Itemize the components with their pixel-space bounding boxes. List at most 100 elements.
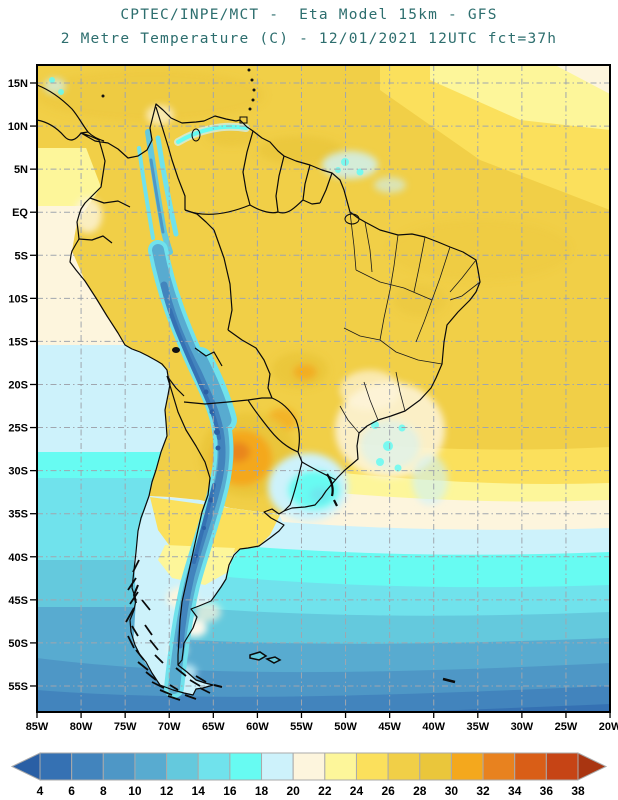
border-chi-arg <box>166 375 211 665</box>
patagonia-fjords <box>125 559 211 701</box>
temperature-field <box>37 65 610 712</box>
lon-label-35W: 35W <box>466 721 489 733</box>
border-peru-bol <box>194 347 223 367</box>
staten-island <box>213 684 223 688</box>
field-ne-atlantic-20-22 <box>555 65 610 94</box>
colorbar-value-6: 6 <box>68 784 75 798</box>
lat-label-55S: 55S <box>8 681 28 693</box>
border-col-ecu <box>89 197 131 208</box>
lat-label-20S: 20S <box>8 379 28 391</box>
lat-label-15S: 15S <box>8 336 28 348</box>
lon-label-25W: 25W <box>555 721 578 733</box>
border-sur-guf <box>302 164 311 201</box>
south-georgia <box>442 677 456 684</box>
colorbar-segment-30-32 <box>450 752 484 781</box>
border-guf-bra <box>302 172 333 205</box>
colorbar-value-24: 24 <box>350 784 364 798</box>
lat-label-25S: 25S <box>8 423 28 435</box>
colorbar-segment-14-16 <box>197 752 231 781</box>
colorbar-value-38: 38 <box>571 784 585 798</box>
falkland-islands <box>249 651 268 661</box>
colorbar-segment-6-8 <box>71 752 104 781</box>
colorbar-segment-12-14 <box>166 752 199 781</box>
graticule <box>37 65 610 712</box>
patos-lagoon <box>326 473 338 507</box>
lat-label-5S: 5S <box>15 250 28 262</box>
ocean-band-6-8 <box>37 686 610 712</box>
border-ven-guy <box>242 130 254 206</box>
colorbar-segment-18-20 <box>261 752 294 781</box>
lon-label-50W: 50W <box>334 721 357 733</box>
chiloe <box>132 584 139 604</box>
border-arg-bra-uru <box>283 451 337 512</box>
colorbar-value-34: 34 <box>508 784 522 798</box>
border-col-bra <box>184 209 215 231</box>
lat-label-45S: 45S <box>8 595 28 607</box>
colorbar-value-14: 14 <box>192 784 206 798</box>
antilles <box>247 68 251 72</box>
colorbar-segment-28-30 <box>419 752 452 781</box>
colorbar-segment-36-38 <box>545 752 579 781</box>
lat-label-35S: 35S <box>8 509 28 521</box>
border-paraguay <box>247 397 300 453</box>
page-subtitle: 2 Metre Temperature (C) - 12/01/2021 12U… <box>60 31 558 47</box>
lon-label-55W: 55W <box>290 721 313 733</box>
colorbar-arrow-below-4 <box>10 752 41 781</box>
colorbar-segment-22-24 <box>324 752 357 781</box>
colorbar-value-30: 30 <box>445 784 459 798</box>
lat-label-40S: 40S <box>8 552 28 564</box>
lat-label-15N: 15N <box>8 78 28 90</box>
colorbar-value-36: 36 <box>540 784 554 798</box>
map-frame <box>36 64 611 713</box>
coastlines-borders <box>37 84 481 696</box>
border-ven-col <box>155 106 186 210</box>
central-america-coastline <box>37 84 89 141</box>
colorbar-value-12: 12 <box>160 784 174 798</box>
axes: 15N 10N 5N EQ 5S 10S 15S 20S 25S 30S 35S 40S 45S 50S 5… <box>8 78 618 733</box>
lat-label-10N: 10N <box>8 121 28 133</box>
colorbar-segment-34-36 <box>514 752 547 781</box>
south-america-coastline <box>69 103 481 696</box>
border-guy-bra <box>249 204 279 214</box>
colorbar-value-18: 18 <box>255 784 269 798</box>
colorbar-segment-26-28 <box>387 752 421 781</box>
lon-label-40W: 40W <box>422 721 445 733</box>
lake-maracaibo <box>191 128 201 142</box>
trinidad <box>239 116 248 124</box>
lat-label-30S: 30S <box>8 466 28 478</box>
lon-label-20W: 20W <box>599 721 618 733</box>
border-bra-bol <box>227 329 273 399</box>
border-sur-bra <box>277 199 304 214</box>
andes-coldest-spots <box>194 389 221 558</box>
colorbar-value-8: 8 <box>100 784 107 798</box>
islands-lakes <box>101 68 456 688</box>
marajo-island <box>344 213 360 225</box>
lake-titicaca <box>172 347 180 353</box>
lat-label-50S: 50S <box>8 638 28 650</box>
cool-speckles <box>49 77 406 472</box>
lon-label-45W: 45W <box>378 721 401 733</box>
lon-label-65W: 65W <box>202 721 225 733</box>
colorbar-value-10: 10 <box>128 784 142 798</box>
lon-label-60W: 60W <box>246 721 269 733</box>
colorbar-value-26: 26 <box>381 784 395 798</box>
lat-label-EQ: EQ <box>12 207 28 219</box>
brazil-state-borders <box>339 211 481 434</box>
border-bol-chi-arg <box>166 375 272 405</box>
lat-label-10S: 10S <box>8 293 28 305</box>
border-ecu-peru <box>78 235 113 244</box>
lon-label-80W: 80W <box>70 721 93 733</box>
colorbar-segment-4-6 <box>39 752 73 781</box>
colorbar-value-20: 20 <box>286 784 300 798</box>
colorbar-segment-10-12 <box>134 752 168 781</box>
lon-label-75W: 75W <box>114 721 137 733</box>
colorbar-legend: 4 6 8 10 12 14 16 18 20 22 24 26 28 30 32 34 36 38 <box>10 752 608 798</box>
colorbar-segment-20-22 <box>292 752 326 781</box>
page-title: CPTEC/INPE/MCT - Eta Model 15km - GFS <box>120 7 498 23</box>
colorbar-segment-24-26 <box>355 752 389 781</box>
lat-label-5N: 5N <box>14 164 28 176</box>
colorbar-value-22: 22 <box>318 784 332 798</box>
lon-label-30W: 30W <box>511 721 534 733</box>
colorbar-arrow-above-38 <box>577 752 608 781</box>
